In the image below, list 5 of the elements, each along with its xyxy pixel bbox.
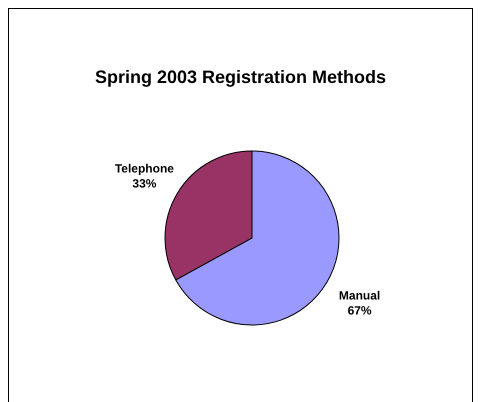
slice-label: Manual	[338, 288, 380, 303]
data-label: 67%	[348, 304, 372, 318]
chart-title: Spring 2003 Registration Methods	[94, 67, 388, 88]
data-label: 33%	[132, 176, 157, 190]
slice-label: Telephone	[114, 161, 174, 176]
